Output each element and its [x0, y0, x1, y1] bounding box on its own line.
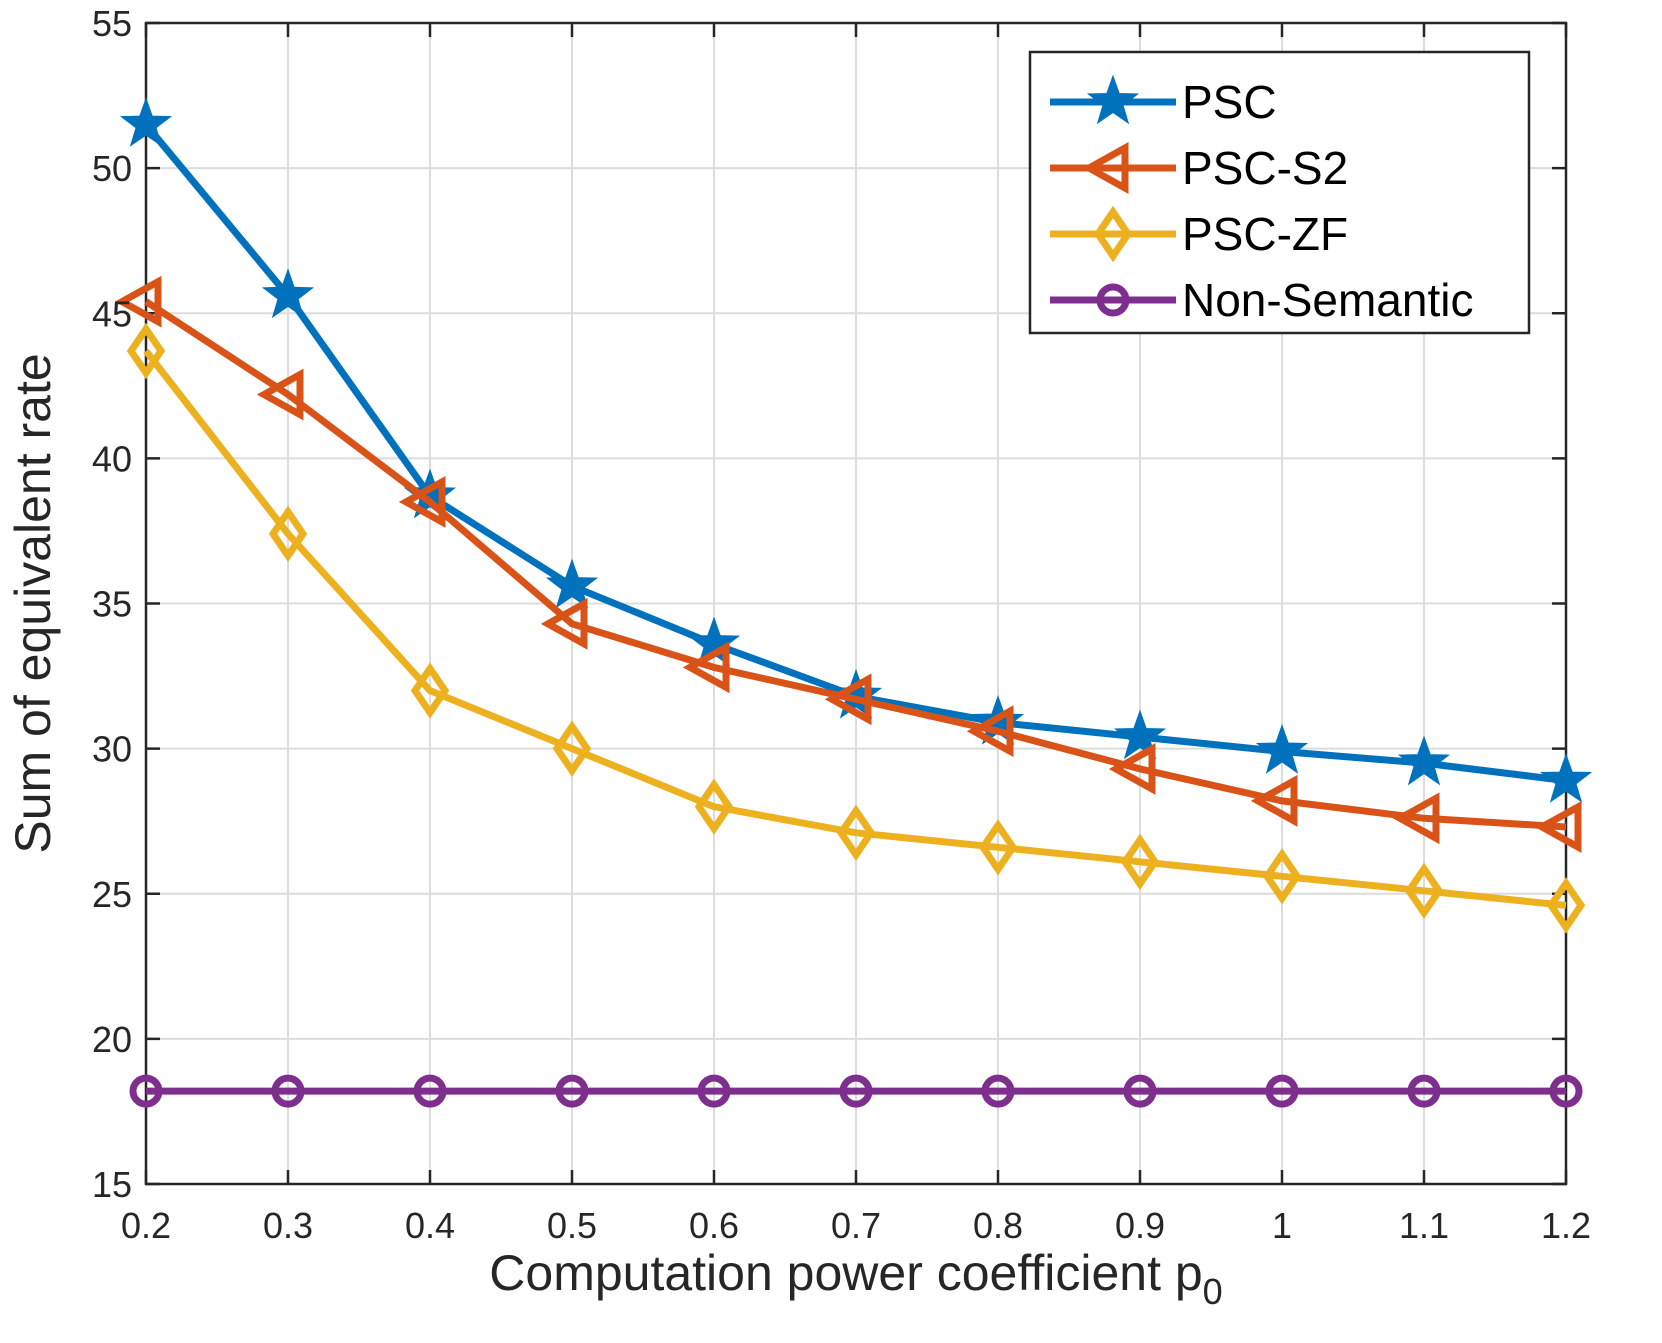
- data-point-non-semantic: [1549, 1074, 1583, 1108]
- data-point-non-semantic: [1265, 1074, 1299, 1108]
- data-point-psc-s2: [1392, 792, 1440, 845]
- y-tick-label: 20: [92, 1019, 132, 1060]
- data-point-psc-zf: [1546, 877, 1586, 934]
- axis-ticks: [144, 21, 1568, 1186]
- series-line-psc-zf: [143, 348, 1567, 909]
- data-point-psc-s2: [398, 475, 446, 528]
- x-tick-label: 1.2: [1541, 1205, 1591, 1246]
- data-point-psc-s2: [1250, 774, 1298, 827]
- y-tick-label: 50: [92, 148, 132, 189]
- data-point-psc-zf: [1120, 833, 1160, 891]
- x-tick-label: 0.7: [831, 1205, 881, 1246]
- data-point-psc-zf: [268, 505, 308, 563]
- series-line-psc-s2: [144, 298, 1567, 831]
- data-point-psc-zf: [1262, 848, 1302, 905]
- data-point-psc-zf: [552, 720, 592, 777]
- data-point-non-semantic: [1123, 1074, 1157, 1108]
- y-tick-label: 30: [92, 729, 132, 770]
- data-point-psc: [1539, 753, 1593, 803]
- data-point-psc: [545, 558, 599, 609]
- x-tick-label: 1: [1272, 1205, 1292, 1246]
- x-tick-label: 0.8: [973, 1205, 1023, 1246]
- data-point-non-semantic: [413, 1074, 447, 1108]
- x-tick-label: 0.5: [547, 1205, 597, 1246]
- series-psc-s2: [114, 275, 1582, 853]
- x-axis-label: Computation power coefficient p0: [489, 1245, 1222, 1312]
- series-psc-zf: [126, 322, 1586, 934]
- y-tick-label: 45: [92, 293, 132, 334]
- legend-item-psc-s2: PSC-S2: [1050, 142, 1348, 194]
- y-tick-label: 25: [92, 874, 132, 915]
- data-point-psc: [829, 668, 883, 719]
- data-point-psc-zf: [694, 778, 734, 835]
- data-point-psc-zf: [410, 662, 450, 719]
- y-tick-label: 40: [92, 438, 132, 479]
- y-tick-label: 55: [92, 3, 132, 44]
- data-point-psc: [1255, 724, 1309, 774]
- data-point-psc-zf: [1404, 862, 1444, 920]
- data-point-non-semantic: [555, 1074, 589, 1108]
- data-point-psc-s2: [256, 368, 304, 421]
- data-point-psc: [1397, 735, 1451, 786]
- legend: PSC PSC-S2 PSC-ZF Non-Semantic: [1028, 50, 1531, 335]
- data-point-psc-zf: [126, 322, 166, 380]
- legend-item-non-semantic: Non-Semantic: [1050, 274, 1473, 326]
- legend-marker-psc-s2: [1081, 142, 1129, 194]
- legend-item-psc: PSC: [1050, 74, 1277, 128]
- legend-label-psc-zf: PSC-ZF: [1182, 208, 1348, 260]
- data-point-psc-s2: [1108, 742, 1156, 795]
- data-point-non-semantic: [839, 1074, 873, 1108]
- data-point-psc-s2: [540, 597, 588, 650]
- x-tick-label: 0.6: [689, 1205, 739, 1246]
- y-tick-label: 35: [92, 584, 132, 625]
- series-layer: [114, 97, 1593, 1108]
- data-point-psc: [261, 268, 315, 319]
- x-tick-label: 0.3: [263, 1205, 313, 1246]
- legend-marker-psc: [1086, 74, 1140, 125]
- x-tick-label: 1.1: [1399, 1205, 1449, 1246]
- x-tick-label: 0.9: [1115, 1205, 1165, 1246]
- y-tick-label: 15: [92, 1164, 132, 1205]
- y-axis-label: Sum of equivalent rate: [5, 353, 61, 853]
- data-point-non-semantic: [1407, 1074, 1441, 1108]
- data-point-psc-s2: [682, 641, 730, 694]
- legend-label-psc-s2: PSC-S2: [1182, 142, 1348, 194]
- x-axis-label-subscript: 0: [1203, 1271, 1223, 1312]
- data-point-psc: [1113, 709, 1167, 760]
- data-point-non-semantic: [271, 1074, 305, 1108]
- legend-marker-non-semantic: [1096, 283, 1130, 317]
- legend-marker-psc-zf: [1093, 205, 1133, 263]
- data-point-non-semantic: [981, 1074, 1015, 1108]
- data-point-non-semantic: [129, 1074, 163, 1108]
- legend-item-psc-zf: PSC-ZF: [1050, 205, 1348, 263]
- data-point-psc-s2: [966, 705, 1014, 758]
- data-point-psc-zf: [978, 819, 1018, 876]
- tick-labels: 0.2 0.3 0.4 0.5 0.6 0.7 0.8 0.9 1 1.1 1.2 15 20 25 30 3…: [92, 3, 1591, 1246]
- x-axis-label-text: Computation power coefficient p: [489, 1245, 1202, 1301]
- legend-label-non-semantic: Non-Semantic: [1182, 274, 1473, 326]
- legend-label-psc: PSC: [1182, 76, 1277, 128]
- series-non-semantic: [129, 1074, 1583, 1108]
- data-point-non-semantic: [697, 1074, 731, 1108]
- data-point-psc-zf: [836, 804, 876, 862]
- data-point-psc-s2: [824, 673, 872, 726]
- data-point-psc: [119, 97, 173, 147]
- x-tick-label: 0.4: [405, 1205, 455, 1246]
- data-point-psc-s2: [1534, 801, 1582, 853]
- data-point-psc-s2: [114, 275, 162, 328]
- x-tick-label: 0.2: [121, 1205, 171, 1246]
